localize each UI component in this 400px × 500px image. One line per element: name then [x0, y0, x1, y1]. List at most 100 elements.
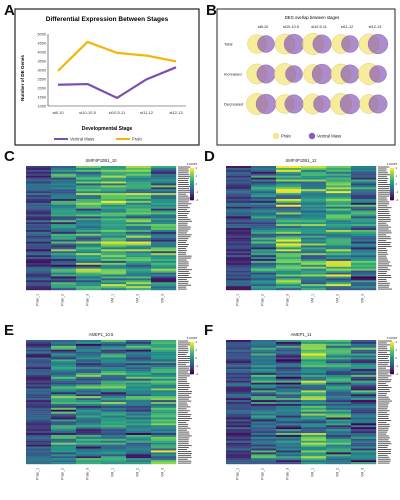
heatmap-cell — [26, 222, 52, 225]
heatmap-cell — [276, 438, 302, 441]
heatmap-cell — [301, 286, 327, 289]
heatmap-cell — [301, 372, 327, 376]
heatmap-cell — [251, 429, 277, 432]
heatmap-cell — [101, 361, 127, 364]
heatmap-cell — [126, 357, 152, 360]
heatmap-cell — [151, 202, 177, 205]
heatmap-cell — [26, 429, 52, 432]
heatmap-cell — [326, 237, 352, 240]
heatmap-cell — [76, 243, 102, 246]
colorbar-segment — [190, 361, 194, 364]
heatmap-cell — [351, 355, 377, 358]
heatmap-cell — [276, 204, 302, 207]
heatmap-column-label: VM_2 — [336, 468, 340, 477]
heatmap-cell — [126, 419, 152, 422]
heatmap-cell — [326, 409, 352, 412]
heatmap-cell — [51, 440, 77, 443]
heatmap-cell — [301, 206, 327, 209]
gene-label-mark — [178, 344, 191, 346]
gene-label-mark — [178, 425, 188, 427]
heatmap-cell — [226, 241, 252, 244]
gene-label-mark — [178, 224, 188, 226]
heatmap-column-label: Pralo_2 — [261, 294, 265, 306]
heatmap-cell — [76, 189, 102, 192]
heatmap-cell — [151, 351, 177, 354]
heatmap-cell — [226, 376, 252, 379]
heatmap-cell — [276, 429, 302, 432]
heatmap-cell — [51, 222, 77, 225]
heatmap-cell — [26, 407, 52, 410]
heatmap-cell — [101, 444, 127, 447]
colorbar-segment — [190, 351, 194, 354]
heatmap-cell — [26, 237, 52, 240]
heatmap-cell — [351, 288, 377, 291]
heatmap-cell — [251, 450, 277, 453]
heatmap-cell — [101, 343, 127, 347]
heatmap-cell — [326, 251, 352, 254]
heatmap-cell — [151, 386, 177, 389]
heatmap-cell — [251, 402, 277, 405]
heatmap-cell — [101, 185, 127, 188]
heatmap-cell — [351, 274, 377, 277]
heatmap-cell — [276, 272, 302, 275]
heatmap-cell — [26, 239, 52, 242]
heatmap-cell — [76, 214, 102, 217]
gene-label-mark — [378, 394, 387, 396]
heatmap-cell — [326, 403, 352, 407]
gene-label-mark — [178, 433, 190, 435]
heatmap-title: SMP4P10B1_12 — [286, 158, 318, 163]
heatmap-cell — [351, 197, 377, 200]
gene-label-mark — [178, 249, 187, 251]
heatmap-cell — [126, 255, 152, 258]
heatmap-cell — [101, 243, 127, 246]
heatmap-cell — [351, 193, 377, 196]
gene-label-mark — [378, 174, 392, 176]
gene-label-mark — [178, 213, 189, 214]
heatmap-cell — [226, 175, 252, 178]
heatmap-cell — [326, 262, 352, 266]
heatmap-cell — [251, 268, 277, 271]
heatmap-cell — [351, 183, 377, 186]
heatmap-cell — [301, 340, 327, 343]
heatmap-cell — [276, 235, 302, 238]
gene-label-mark — [178, 462, 192, 464]
heatmap-cell — [226, 456, 252, 459]
heatmap-cell — [276, 351, 302, 354]
heatmap-cell — [351, 237, 377, 240]
gene-label-mark — [378, 373, 389, 375]
heatmap-cell — [226, 425, 252, 428]
chart-frame — [14, 8, 200, 146]
heatmap-cell — [226, 198, 252, 202]
gene-label-mark — [378, 431, 388, 433]
heatmap-cell — [251, 361, 277, 364]
gene-label-mark — [178, 387, 191, 388]
heatmap-cell — [76, 284, 102, 287]
heatmap-cell — [126, 206, 152, 209]
heatmap-cell — [351, 436, 377, 440]
heatmap-cell — [301, 452, 327, 455]
heatmap-cell — [226, 195, 252, 198]
heatmap-cell — [151, 274, 177, 277]
heatmap-cell — [126, 403, 152, 407]
gene-label-mark — [178, 211, 190, 213]
heatmap-cell — [101, 341, 127, 345]
heatmap-cell — [51, 280, 77, 283]
heatmap-cell — [76, 462, 102, 465]
heatmap-cell — [76, 403, 102, 407]
venn-circle-ventral-mass — [256, 64, 276, 84]
heatmap-cell — [51, 195, 77, 198]
heatmap-cell — [76, 409, 102, 412]
heatmap-cell — [126, 440, 152, 443]
heatmap-cell — [126, 210, 152, 213]
heatmap-cell — [151, 433, 177, 436]
heatmap-cell — [226, 438, 252, 441]
heatmap-cell — [301, 359, 327, 362]
heatmap-cell — [101, 212, 127, 215]
heatmap-cell — [251, 386, 277, 389]
heatmap-cell — [326, 183, 352, 186]
heatmap-cell — [101, 380, 127, 383]
gene-label-mark — [378, 205, 388, 207]
heatmap-cell — [51, 355, 77, 358]
heatmap-cell — [326, 166, 352, 169]
heatmap-cell — [126, 237, 152, 240]
